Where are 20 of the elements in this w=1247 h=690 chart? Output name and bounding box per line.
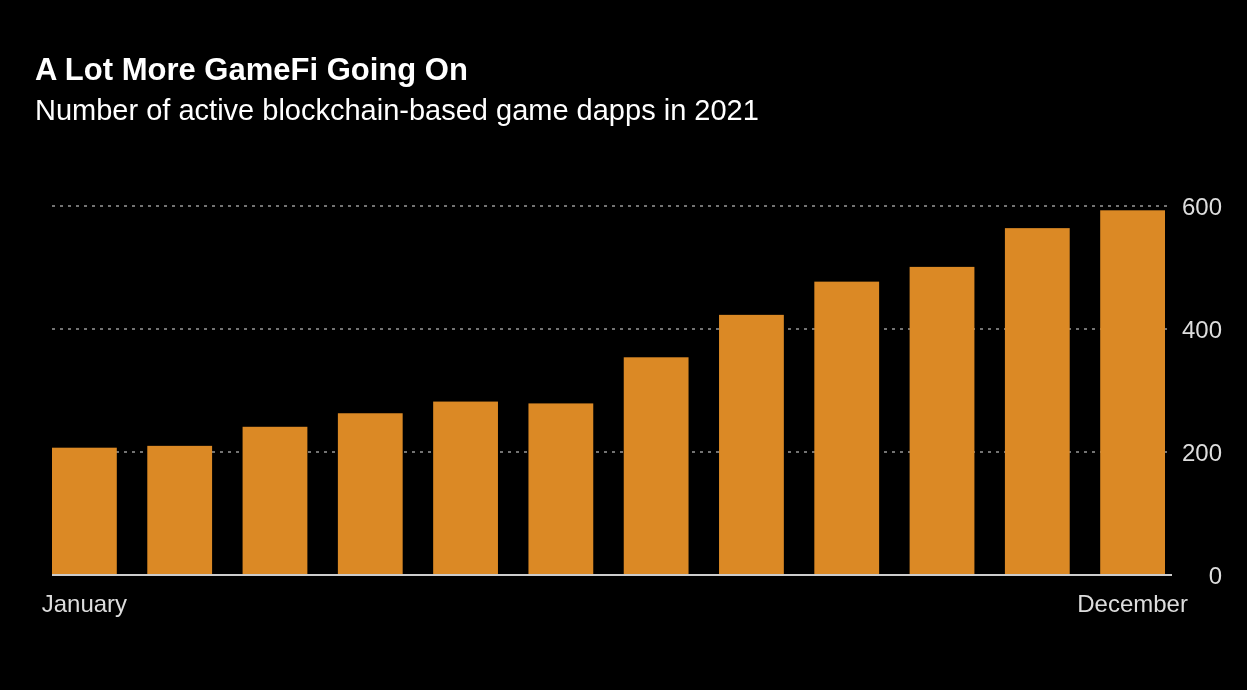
bar xyxy=(52,447,117,575)
x-tick-label: December xyxy=(1077,590,1188,617)
bar xyxy=(528,403,594,575)
y-tick-label: 400 xyxy=(1181,315,1222,343)
bar xyxy=(909,266,975,575)
bar xyxy=(1004,228,1070,575)
x-tick-label: January xyxy=(41,590,128,617)
bar xyxy=(719,314,784,575)
bar xyxy=(433,401,498,575)
y-tick-label: 0 xyxy=(1208,561,1222,589)
bar xyxy=(1100,210,1165,575)
chart-title: A Lot More GameFi Going On xyxy=(35,52,468,87)
bar xyxy=(242,426,308,575)
bar xyxy=(337,413,403,575)
bar xyxy=(623,357,689,575)
bar xyxy=(814,281,880,575)
bar xyxy=(147,445,213,575)
y-tick-label: 600 xyxy=(1181,192,1222,220)
y-tick-label: 200 xyxy=(1181,438,1222,466)
chart-subtitle: Number of active blockchain-based game dapps in 2021 xyxy=(35,94,759,126)
